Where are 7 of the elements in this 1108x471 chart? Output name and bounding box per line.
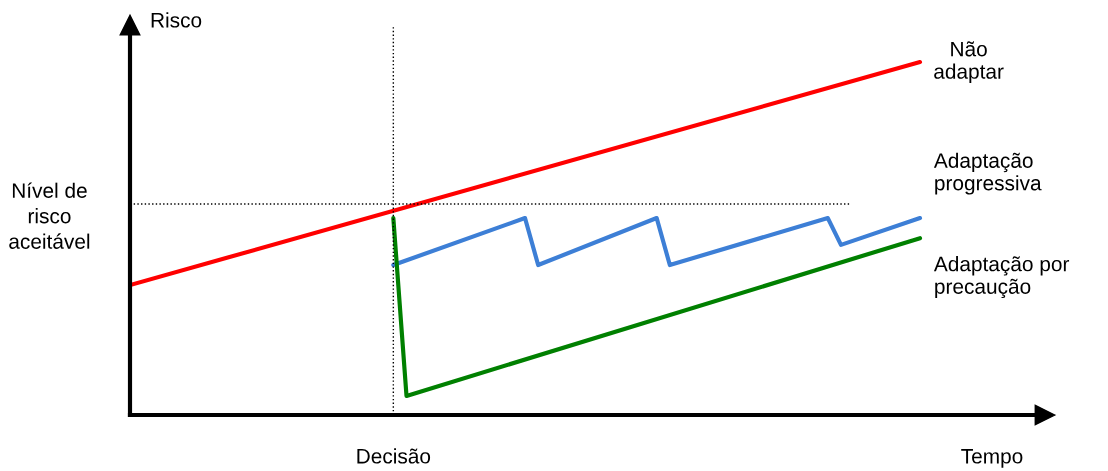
series-label: Não adaptar xyxy=(934,41,1004,83)
x-axis-title: Tempo xyxy=(961,449,1023,468)
series-label: Adaptação progressiva xyxy=(933,152,1042,195)
series-label: Adaptação por precaução xyxy=(933,256,1070,299)
ref-line-label: Nível de risco aceitável xyxy=(9,182,90,249)
y-axis-title: Risco xyxy=(151,12,202,28)
text: Decisão xyxy=(357,448,431,464)
